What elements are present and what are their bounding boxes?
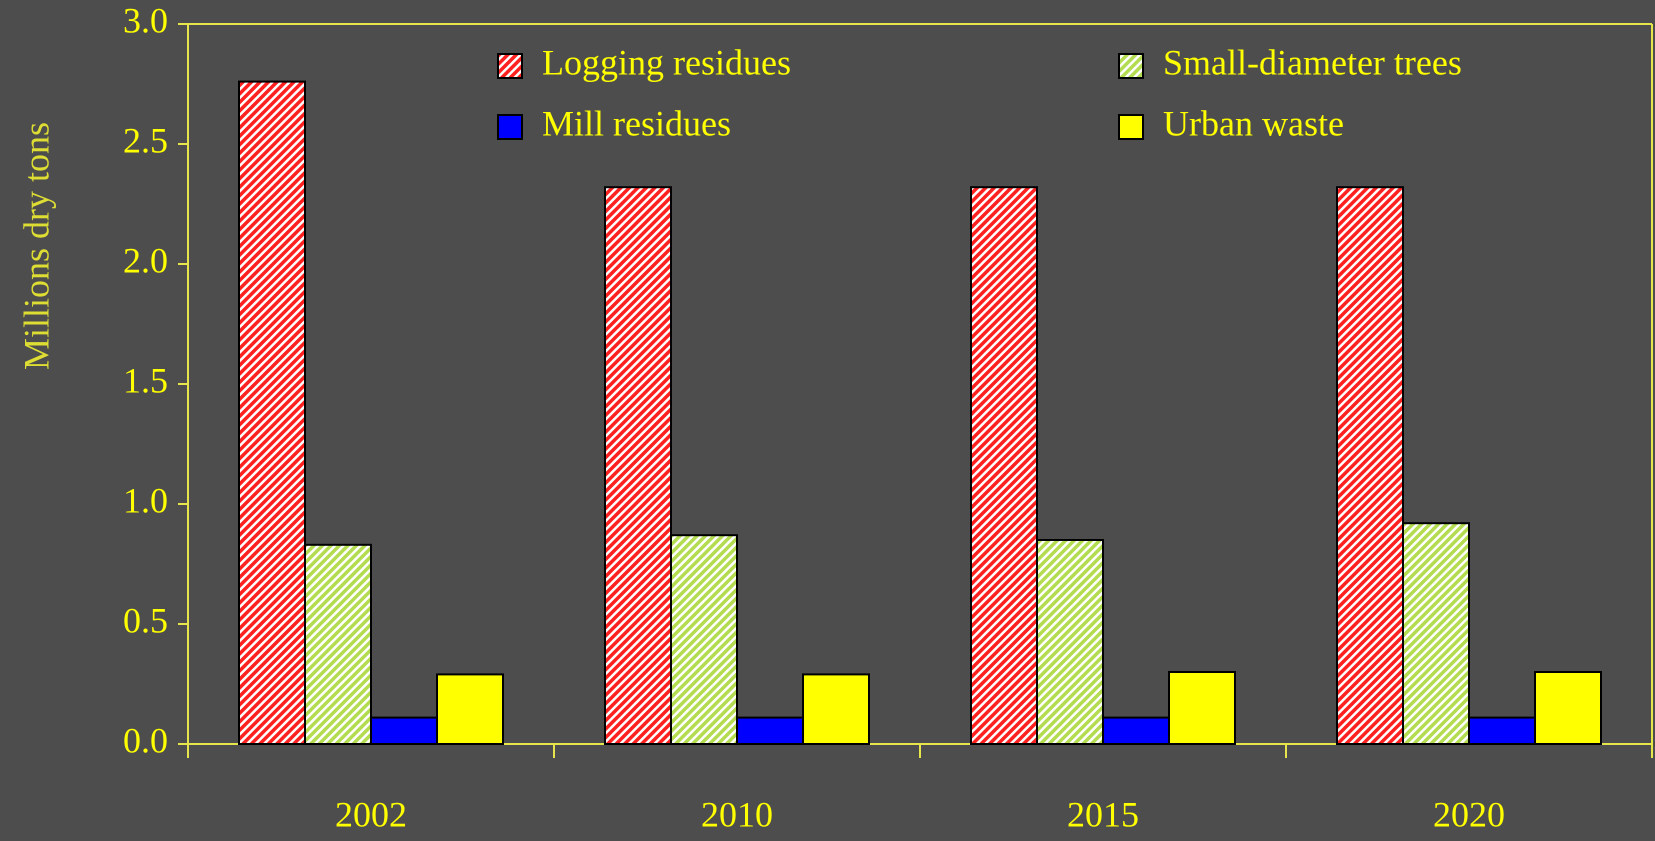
- bar: [1534, 671, 1602, 745]
- bar: [304, 543, 372, 745]
- bar: [1468, 716, 1536, 745]
- legend-label: Urban waste: [1163, 103, 1344, 143]
- bar: [1336, 186, 1404, 745]
- y-tick-label: 0.5: [123, 600, 168, 640]
- bar: [370, 716, 438, 745]
- bar: [802, 673, 870, 746]
- x-tick-label: 2002: [335, 794, 407, 834]
- x-tick-label: 2015: [1067, 794, 1139, 834]
- bar: [670, 534, 738, 746]
- legend-swatch: [1118, 114, 1144, 140]
- legend-swatch: [497, 53, 523, 79]
- legend-label: Logging residues: [542, 42, 791, 82]
- legend-swatch: [497, 114, 523, 140]
- bar: [970, 186, 1038, 745]
- y-tick-label: 1.5: [123, 360, 168, 400]
- y-axis-label: Millions dry tons: [16, 122, 56, 370]
- bar: [1036, 539, 1104, 745]
- bar: [1168, 671, 1236, 745]
- x-tick-label: 2010: [701, 794, 773, 834]
- bar: [1402, 522, 1470, 746]
- bar: [1102, 716, 1170, 745]
- bar: [604, 186, 672, 745]
- bar: [436, 673, 504, 746]
- legend-label: Small-diameter trees: [1163, 42, 1462, 82]
- x-tick-label: 2020: [1433, 794, 1505, 834]
- y-tick-label: 2.5: [123, 120, 168, 160]
- legend-swatch: [1118, 53, 1144, 79]
- bar: [736, 716, 804, 745]
- y-tick-label: 1.0: [123, 480, 168, 520]
- legend-label: Mill residues: [542, 103, 731, 143]
- y-tick-label: 3.0: [123, 0, 168, 40]
- y-tick-label: 0.0: [123, 720, 168, 760]
- bar: [238, 80, 306, 746]
- y-tick-label: 2.0: [123, 240, 168, 280]
